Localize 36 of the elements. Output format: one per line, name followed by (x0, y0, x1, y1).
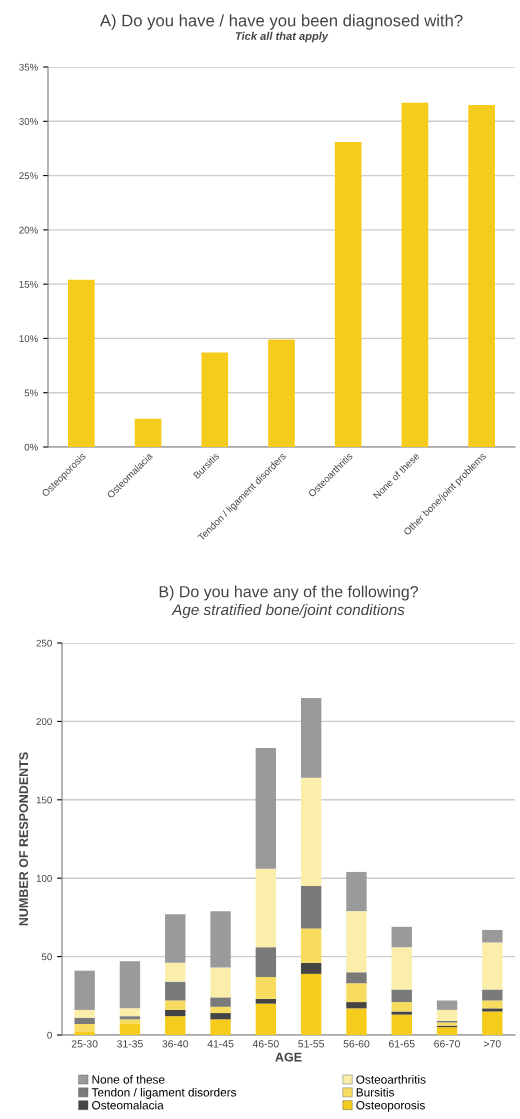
y-tick-label: 15% (19, 280, 38, 288)
y-tick-label: 20% (19, 226, 38, 234)
x-tick-label: 36-40 (162, 1040, 189, 1048)
x-tick-label: 66-70 (434, 1040, 460, 1048)
y-tick-label: 5% (24, 389, 38, 397)
y-tick-label: 30% (19, 118, 38, 125)
legend-label: Osteoarthritis (356, 1075, 426, 1084)
y-tick-label: 0 (47, 1031, 52, 1039)
y-tick-label: 25% (19, 172, 38, 180)
x-tick-label: 41-45 (207, 1040, 234, 1048)
x-tick-label: 25-30 (71, 1040, 98, 1048)
y-axis-title: NUMBER OF RESPONDENTS (19, 752, 29, 926)
x-tick-label: 31-35 (117, 1040, 143, 1048)
x-tick-label: 51-55 (298, 1040, 325, 1048)
legend-label: None of these (92, 1075, 165, 1084)
y-tick-label: 150 (36, 796, 52, 804)
y-tick-label: 10% (19, 335, 38, 343)
y-tick-label: 250 (36, 639, 52, 647)
legend-label: Tendon / ligament disorders (91, 1087, 237, 1099)
chart-subtitle: Age stratified bone/joint conditions (171, 603, 405, 619)
legend-label: Bursitis (356, 1087, 395, 1097)
chart-subtitle: Tick all that apply (235, 31, 329, 43)
y-tick-label: 200 (36, 718, 52, 726)
x-tick-label: >70 (484, 1040, 501, 1048)
x-tick-label: 56-60 (343, 1040, 370, 1048)
x-tick-label: 61-65 (388, 1040, 415, 1048)
y-tick-label: 35% (19, 63, 38, 71)
x-tick-label: 46-50 (252, 1040, 279, 1048)
chart-title: A) Do you have / have you been diagnosed with? (99, 14, 463, 30)
y-tick-label: 100 (36, 874, 52, 882)
x-axis-title: AGE (275, 1052, 302, 1062)
legend-label: Osteomalacia (92, 1100, 164, 1110)
y-tick-label: 0% (24, 443, 38, 451)
chart-title: B) Do you have any of the following? (159, 585, 418, 601)
y-tick-label: 50 (41, 953, 52, 961)
legend-label: Osteoporosis (356, 1100, 425, 1112)
